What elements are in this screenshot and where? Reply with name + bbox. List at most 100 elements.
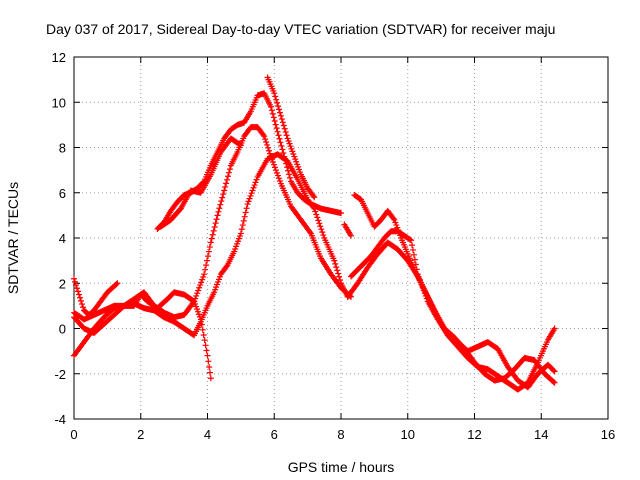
data-point	[266, 150, 273, 157]
data-point	[247, 192, 254, 199]
data-point	[263, 139, 270, 146]
data-point	[334, 267, 341, 274]
data-point	[207, 239, 214, 246]
data-point	[242, 209, 249, 216]
data-point	[268, 156, 275, 163]
data-point	[223, 263, 230, 270]
data-point	[348, 232, 355, 239]
data-point	[208, 235, 215, 242]
data-point	[220, 191, 227, 198]
data-point	[409, 246, 416, 253]
data-point	[76, 291, 83, 298]
data-point	[338, 210, 344, 217]
x-tick-label: 0	[70, 427, 77, 442]
data-point	[225, 169, 232, 176]
data-point	[79, 301, 86, 308]
data-point	[270, 161, 277, 168]
data-point	[276, 106, 283, 113]
data-point	[238, 226, 245, 233]
x-axis-title: GPS time / hours	[288, 459, 395, 475]
data-point	[201, 337, 208, 344]
data-point	[550, 367, 557, 374]
data-point	[195, 287, 202, 294]
data-point	[203, 347, 210, 354]
data-point	[282, 128, 289, 135]
data-points	[71, 74, 558, 393]
data-point	[210, 227, 217, 234]
data-point	[197, 282, 204, 289]
data-point	[281, 153, 288, 160]
data-point	[191, 298, 198, 305]
data-point	[273, 96, 280, 103]
data-point	[241, 213, 248, 220]
x-tick-label: 8	[337, 427, 344, 442]
data-point	[250, 184, 257, 191]
data-point	[78, 297, 85, 304]
data-point	[244, 201, 251, 208]
data-point	[219, 194, 226, 201]
data-point	[285, 167, 292, 174]
data-point	[278, 116, 285, 123]
series-sat-d	[71, 124, 355, 337]
tick-labels: 0 2 4 6 8 10 12 14 16 -4 -2 0 2 4 6 8 10 12	[52, 50, 616, 442]
data-point	[269, 158, 276, 165]
data-point	[280, 122, 287, 129]
data-point	[264, 141, 271, 148]
data-point	[310, 192, 317, 199]
data-point	[214, 212, 221, 219]
y-tick-label: -2	[54, 367, 66, 382]
data-point	[74, 285, 81, 292]
data-point	[201, 271, 208, 278]
data-point	[267, 153, 274, 160]
y-tick-label: 10	[52, 95, 66, 110]
data-point	[320, 232, 327, 239]
data-point	[281, 125, 288, 132]
series-sat-g	[341, 221, 355, 239]
data-point	[276, 177, 283, 184]
data-point	[283, 160, 290, 167]
data-point	[390, 215, 397, 222]
data-point	[271, 90, 278, 97]
data-point	[268, 107, 275, 114]
data-point	[316, 220, 323, 227]
y-tick-label: 2	[59, 276, 66, 291]
series-sat-f	[264, 74, 318, 201]
data-point	[274, 128, 281, 135]
data-point	[204, 352, 211, 359]
y-tick-label: 8	[59, 141, 66, 156]
data-point	[273, 125, 280, 132]
data-point	[315, 217, 322, 224]
data-point	[71, 275, 77, 282]
data-point	[318, 226, 325, 233]
data-point	[407, 236, 414, 243]
data-point	[279, 119, 286, 126]
data-point	[253, 176, 260, 183]
y-tick-label: 0	[59, 322, 66, 337]
data-point	[272, 121, 279, 128]
data-point	[551, 325, 558, 332]
data-point	[204, 257, 211, 264]
data-point	[408, 237, 415, 244]
data-point	[275, 175, 282, 182]
x-tick-label: 14	[534, 427, 548, 442]
grid	[74, 57, 608, 419]
data-point	[211, 224, 218, 231]
data-point	[222, 183, 229, 190]
x-tick-label: 4	[204, 427, 211, 442]
data-point	[236, 141, 243, 148]
data-point	[273, 169, 280, 176]
data-point	[252, 179, 259, 186]
data-point	[203, 262, 210, 269]
chart-title: Day 037 of 2017, Sidereal Day-to-day VTE…	[46, 21, 555, 37]
data-point	[217, 201, 224, 208]
data-point	[196, 284, 203, 291]
data-point	[319, 229, 326, 236]
data-point	[77, 294, 84, 301]
data-point	[239, 222, 246, 229]
data-point	[272, 167, 279, 174]
data-point	[271, 117, 278, 124]
data-point	[317, 223, 324, 230]
data-point	[204, 253, 211, 260]
data-point	[209, 231, 216, 238]
